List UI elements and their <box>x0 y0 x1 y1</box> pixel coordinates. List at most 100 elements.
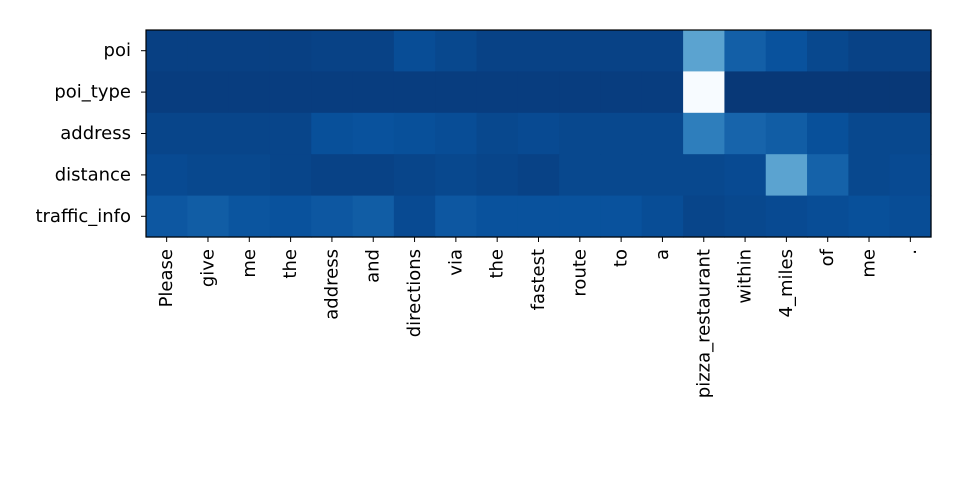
heatmap-cell <box>435 154 478 197</box>
heatmap-cell <box>435 195 478 238</box>
heatmap-cell <box>393 195 436 238</box>
heatmap-cell <box>146 30 188 72</box>
heatmap-cell <box>807 71 849 114</box>
x-tick-label: and <box>363 249 384 283</box>
x-tick-label: a <box>652 249 673 260</box>
x-tick-label: address <box>321 249 342 320</box>
x-tick-label: via <box>445 249 466 276</box>
heatmap-cell <box>641 195 684 238</box>
heatmap-cell <box>352 30 395 72</box>
heatmap-cell <box>724 30 767 72</box>
heatmap-cell <box>889 112 932 155</box>
x-tick-label: . <box>900 249 921 255</box>
heatmap-cell <box>393 112 436 155</box>
heatmap-cell <box>683 154 726 197</box>
heatmap-cell <box>807 30 849 72</box>
heatmap-cell <box>765 71 808 114</box>
heatmap-cell <box>476 30 519 72</box>
heatmap-cell <box>724 71 767 114</box>
heatmap-cell <box>683 71 726 114</box>
x-tick-label: fastest <box>528 249 549 310</box>
x-tick-label: route <box>569 249 590 297</box>
heatmap-cell <box>146 112 188 155</box>
heatmap-cell <box>311 112 354 155</box>
heatmap-cell <box>848 154 891 197</box>
heatmap-cell <box>146 71 188 114</box>
heatmap-cell <box>807 154 849 197</box>
heatmap-cell <box>848 112 891 155</box>
y-tick-label: poi <box>104 40 131 61</box>
heatmap-cell <box>724 195 767 238</box>
heatmap-cell <box>187 195 230 238</box>
x-tick-label: give <box>197 249 218 287</box>
x-tick-label: me <box>239 249 260 278</box>
heatmap-cell <box>228 71 271 114</box>
heatmap-cell <box>848 195 891 238</box>
x-tick-label: Please <box>156 249 177 307</box>
heatmap-cell <box>393 154 436 197</box>
heatmap-cell <box>807 195 849 238</box>
heatmap-cell <box>311 71 354 114</box>
heatmap-cell <box>765 30 808 72</box>
heatmap-cell <box>435 30 478 72</box>
x-tick-label: within <box>735 249 756 304</box>
heatmap-cell <box>352 154 395 197</box>
x-tick-label: pizza_restaurant <box>693 249 714 398</box>
heatmap-cell <box>228 30 271 72</box>
heatmap-cell <box>435 112 478 155</box>
heatmap-cell <box>559 154 602 197</box>
heatmap-cell <box>146 195 188 238</box>
heatmap-cell <box>559 71 602 114</box>
heatmap-cell <box>476 71 519 114</box>
heatmap-cell <box>476 195 519 238</box>
heatmap-cell <box>393 71 436 114</box>
heatmap-cell <box>848 30 891 72</box>
heatmap-cell <box>641 71 684 114</box>
heatmap-cell <box>228 195 271 238</box>
heatmap-cell <box>311 195 354 238</box>
heatmap-cell <box>187 112 230 155</box>
heatmap-cell <box>352 112 395 155</box>
heatmap-cell <box>641 154 684 197</box>
heatmap-cell <box>765 112 808 155</box>
heatmap-cell <box>476 112 519 155</box>
heatmap-cell <box>187 154 230 197</box>
heatmap-cell <box>352 71 395 114</box>
heatmap-cell <box>269 112 312 155</box>
heatmap-cell <box>600 71 643 114</box>
y-tick-label: address <box>60 123 131 144</box>
heatmap-cell <box>269 195 312 238</box>
heatmap-cell <box>641 30 684 72</box>
heatmap-cell <box>435 71 478 114</box>
heatmap-cell <box>517 71 560 114</box>
heatmap-cell <box>517 154 560 197</box>
x-tick-label: the <box>280 249 301 279</box>
heatmap-cell <box>352 195 395 238</box>
heatmap-cell <box>187 71 230 114</box>
heatmap-cell <box>889 30 932 72</box>
heatmap-cell <box>889 71 932 114</box>
heatmap-cell <box>228 112 271 155</box>
y-tick-label: traffic_info <box>35 206 131 227</box>
heatmap-cell <box>269 30 312 72</box>
heatmap-cell <box>517 30 560 72</box>
heatmap-cell <box>311 154 354 197</box>
heatmap-cell <box>724 154 767 197</box>
heatmap-cell <box>889 154 932 197</box>
heatmap-cell <box>559 112 602 155</box>
x-tick-label: the <box>487 249 508 279</box>
x-tick-label: of <box>817 248 838 266</box>
heatmap-cell <box>187 30 230 72</box>
heatmap-cell <box>724 112 767 155</box>
heatmap-cell <box>517 112 560 155</box>
x-tick-label: directions <box>404 249 425 337</box>
x-tick-label: me <box>859 249 880 278</box>
heatmap-cell <box>559 195 602 238</box>
y-tick-label: distance <box>55 164 131 185</box>
x-tick-label: to <box>611 249 632 267</box>
heatmap-cell <box>765 195 808 238</box>
heatmap-cell <box>683 112 726 155</box>
heatmap-cell <box>600 154 643 197</box>
y-tick-label: poi_type <box>54 82 131 103</box>
